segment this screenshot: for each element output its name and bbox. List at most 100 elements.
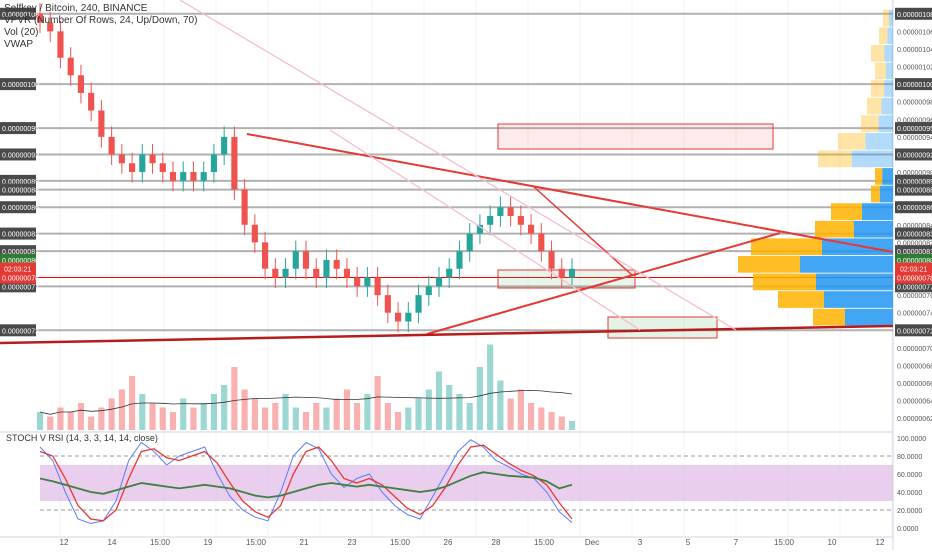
price-tick-label: 0.00000081 xyxy=(897,249,932,256)
level-tag-left-label: 0.00000089 xyxy=(2,179,39,186)
volume-bar xyxy=(548,412,555,430)
candle-body xyxy=(456,251,463,269)
vpvr-up-row xyxy=(865,132,893,150)
price-tick-label: 0.00000088 xyxy=(897,188,932,195)
price-tick-label: 0.00000072 xyxy=(897,328,932,335)
time-tick-label: 15:00 xyxy=(150,538,171,547)
time-tick-label: 15:00 xyxy=(774,538,795,547)
vpvr-up-row xyxy=(845,308,893,326)
level-tag-bg xyxy=(895,7,932,20)
vpvr-up-row xyxy=(887,27,893,45)
volume-bar xyxy=(210,394,217,430)
volume-bar xyxy=(251,398,258,430)
candle-body xyxy=(251,224,258,243)
volume-bar xyxy=(108,398,115,430)
time-tick-label: 26 xyxy=(444,538,453,547)
price-tick-label: 0.00000066 xyxy=(897,381,932,388)
level-tag-left-label: 0.00000088 xyxy=(2,188,39,195)
volume-bar xyxy=(538,407,545,430)
target-zone xyxy=(607,316,718,339)
stoch-k-line xyxy=(39,439,573,525)
price-tick-label: 0.00000077 xyxy=(897,284,932,291)
candle-body xyxy=(292,251,299,269)
price-tick-label: 0.00000062 xyxy=(897,416,932,423)
volume-bar xyxy=(57,407,64,430)
vpvr-down-row xyxy=(875,168,883,185)
countdown-left-label: 02:03:21 xyxy=(4,267,31,274)
candle-body xyxy=(415,295,422,313)
vpvr-down-row xyxy=(871,45,885,62)
candle-body xyxy=(88,92,95,111)
alt-price-left-label: 0.00000080 xyxy=(2,258,39,265)
time-tick-label: 23 xyxy=(348,538,357,547)
candle-body xyxy=(282,268,289,278)
stoch-tick-label: 80.0000 xyxy=(897,454,922,461)
volume-bar xyxy=(384,403,391,430)
volume-bar xyxy=(364,394,371,430)
level-tag-bg xyxy=(895,227,932,240)
stoch-tick-label: 100.0000 xyxy=(897,436,926,443)
candle-body xyxy=(538,233,545,252)
candle-body xyxy=(262,242,269,269)
price-tick-label: 0.00000102 xyxy=(897,65,932,72)
candlesticks xyxy=(36,3,576,333)
time-axis[interactable]: 12 14 15:00 19 15:00 21 23 15:00 26 28 15:00 Dec 3 5 7… xyxy=(60,538,885,547)
vpvr-up-row xyxy=(889,9,893,27)
candle-body xyxy=(272,268,279,278)
vpvr-down-row xyxy=(867,97,882,115)
candle-body xyxy=(364,277,371,287)
volume-bar xyxy=(129,376,136,430)
vpvr-down-row xyxy=(831,203,862,220)
candle-body xyxy=(159,163,166,173)
stoch-tick-label: 0.0000 xyxy=(897,526,919,533)
price-tick-label: 0.00000074 xyxy=(897,311,932,318)
level-tag-left-bg xyxy=(0,324,36,337)
volume-bar xyxy=(282,394,289,430)
candle-body xyxy=(241,189,248,225)
level-tag-left-label: 0.00000077 xyxy=(2,284,39,291)
vpvr-up-row xyxy=(881,97,893,115)
time-tick-label: 10 xyxy=(828,538,837,547)
time-tick-label: 14 xyxy=(108,538,117,547)
stoch-title: STOCH V RSI (14, 3, 3, 14, 14, close) xyxy=(6,433,158,443)
vpvr-down-row xyxy=(871,80,885,97)
candle-body xyxy=(405,312,412,322)
volume-bar xyxy=(180,398,187,430)
trend-lines xyxy=(0,0,894,345)
level-tag-left-label: 0.00000086 xyxy=(2,205,39,212)
price-tick-label: 0.00000083 xyxy=(897,232,932,239)
volume-bar xyxy=(77,403,84,430)
candle-body xyxy=(77,75,84,93)
candle-body xyxy=(180,172,187,181)
volume-bar xyxy=(98,407,105,430)
volume-bar xyxy=(159,407,166,430)
time-tick-label: 21 xyxy=(300,538,309,547)
vpvr-down-row xyxy=(875,62,886,80)
support-line xyxy=(0,324,894,345)
price-scale[interactable]: 0.00000108 0.00000108 0.00000106 0.00000104… xyxy=(0,7,932,533)
vpvr-down-row xyxy=(883,9,889,27)
candle-body xyxy=(67,57,74,76)
descending-trendline xyxy=(246,133,894,253)
candle-body xyxy=(231,136,238,190)
resistance-zone xyxy=(497,123,774,150)
price-tick-label: 0.00000070 xyxy=(897,346,932,353)
channel-line-upper xyxy=(179,0,737,331)
candle-body xyxy=(118,154,125,164)
vpvr-down-row xyxy=(753,273,816,291)
vpvr-up-row xyxy=(884,80,893,97)
volume-bar xyxy=(354,403,361,430)
vpvr-up-row xyxy=(882,168,893,185)
volume-bar xyxy=(466,403,473,430)
candle-body xyxy=(466,233,473,252)
legend-vwap: VWAP xyxy=(4,39,34,50)
volume-bar xyxy=(333,398,340,430)
vpvr-up-row xyxy=(824,291,893,308)
volume-bar xyxy=(231,367,238,430)
time-tick-label: 5 xyxy=(686,538,691,547)
candle-body xyxy=(200,172,207,181)
volume-bar xyxy=(118,389,125,430)
candle-body xyxy=(425,286,432,296)
legend-vpvr: VPVR (Number Of Rows, 24, Up/Down, 70) xyxy=(4,15,198,26)
